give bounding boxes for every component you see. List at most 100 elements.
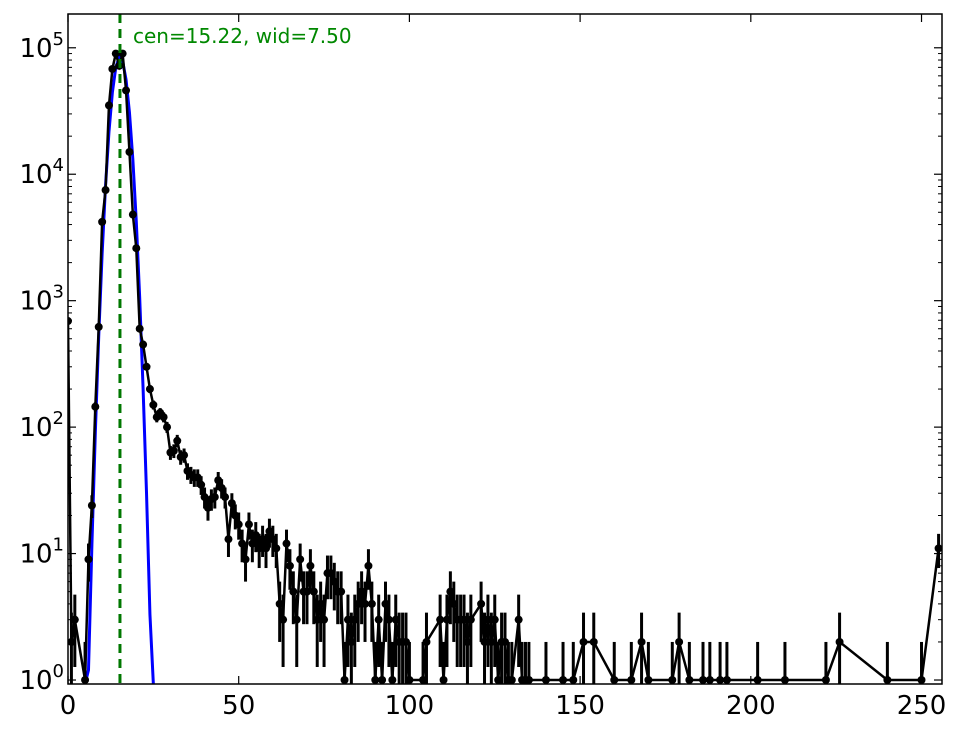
data-point	[145, 385, 154, 394]
data-point	[241, 555, 250, 564]
data-point	[579, 637, 588, 646]
axes: 0 50 100 150 200 250 100 101 102 103 104 105	[19, 14, 946, 721]
data-point	[81, 676, 90, 684]
data-point	[101, 186, 110, 195]
data-point	[699, 676, 708, 684]
data-line	[68, 53, 940, 682]
data-point	[490, 615, 499, 624]
data-point	[68, 317, 72, 326]
x-tick-label: 200	[726, 691, 776, 721]
data-point	[224, 535, 233, 544]
data-point	[180, 451, 189, 460]
data-point	[70, 615, 79, 624]
y-tick-label: 105	[19, 29, 64, 64]
x-tick-label: 100	[385, 691, 435, 721]
data-point	[292, 615, 301, 624]
y-tick-label: 101	[19, 535, 64, 570]
data-point	[282, 539, 291, 548]
data-point	[122, 86, 131, 95]
data-point	[835, 637, 844, 646]
x-tick-label: 0	[60, 691, 77, 721]
data-point	[477, 599, 486, 608]
data-point	[627, 676, 636, 684]
data-point	[285, 561, 294, 570]
y-tick-label: 100	[19, 661, 64, 696]
data-point	[210, 493, 219, 502]
data-point	[337, 587, 346, 596]
data-point	[668, 676, 677, 684]
data-point	[279, 615, 288, 624]
data-point	[142, 362, 151, 371]
data-point	[234, 520, 243, 529]
data-point	[244, 520, 253, 529]
data-point	[173, 436, 182, 445]
data-point	[644, 676, 653, 684]
data-point	[675, 637, 684, 646]
data-point	[371, 676, 380, 684]
data-point	[541, 676, 550, 684]
data-point	[272, 544, 281, 553]
data-layer	[68, 49, 942, 684]
data-point	[104, 101, 113, 110]
x-tick-label: 50	[222, 691, 255, 721]
data-point	[169, 446, 178, 455]
data-point	[135, 324, 144, 333]
data-point	[98, 217, 107, 226]
data-point	[589, 637, 598, 646]
fit-annotation: cen=15.22, wid=7.50	[133, 24, 352, 48]
data-point	[197, 480, 206, 489]
data-point	[637, 637, 646, 646]
data-point	[780, 676, 789, 684]
data-point	[569, 676, 578, 684]
data-point	[610, 676, 619, 684]
data-point	[289, 587, 298, 596]
data-point	[524, 676, 533, 684]
data-point	[559, 676, 568, 684]
data-point	[685, 676, 694, 684]
data-point	[296, 555, 305, 564]
data-point	[309, 587, 318, 596]
data-point	[108, 64, 117, 73]
data-point	[132, 244, 141, 253]
data-point	[306, 561, 315, 570]
data-point	[388, 676, 397, 684]
data-point	[340, 676, 349, 684]
plot-frame	[67, 13, 943, 685]
data-point	[934, 544, 942, 553]
data-point	[87, 501, 96, 510]
data-point	[753, 676, 762, 684]
data-point	[364, 561, 373, 570]
data-point	[361, 599, 370, 608]
x-tick-label: 250	[897, 691, 947, 721]
data-point	[91, 402, 100, 411]
data-point	[125, 147, 134, 156]
data-point	[507, 676, 516, 684]
data-point	[84, 555, 93, 564]
data-point	[705, 676, 714, 684]
data-point	[466, 615, 475, 624]
y-tick-label: 103	[19, 282, 64, 317]
data-point	[111, 49, 120, 58]
data-point	[716, 676, 725, 684]
data-point	[821, 676, 830, 684]
x-tick-label: 150	[555, 691, 605, 721]
data-point	[159, 413, 168, 422]
data-point	[514, 615, 523, 624]
data-point	[139, 340, 148, 349]
data-point	[128, 210, 137, 219]
data-point	[422, 637, 431, 646]
data-point	[384, 615, 393, 624]
data-point	[221, 493, 230, 502]
data-point	[439, 676, 448, 684]
data-point	[436, 615, 445, 624]
data-point	[374, 615, 383, 624]
data-point	[163, 423, 172, 432]
data-point	[149, 400, 158, 409]
data-point	[883, 676, 892, 684]
data-point	[94, 322, 103, 331]
y-tick-label: 102	[19, 408, 64, 443]
y-tick-label: 104	[19, 155, 64, 190]
data-point	[378, 676, 387, 684]
data-point	[367, 599, 376, 608]
